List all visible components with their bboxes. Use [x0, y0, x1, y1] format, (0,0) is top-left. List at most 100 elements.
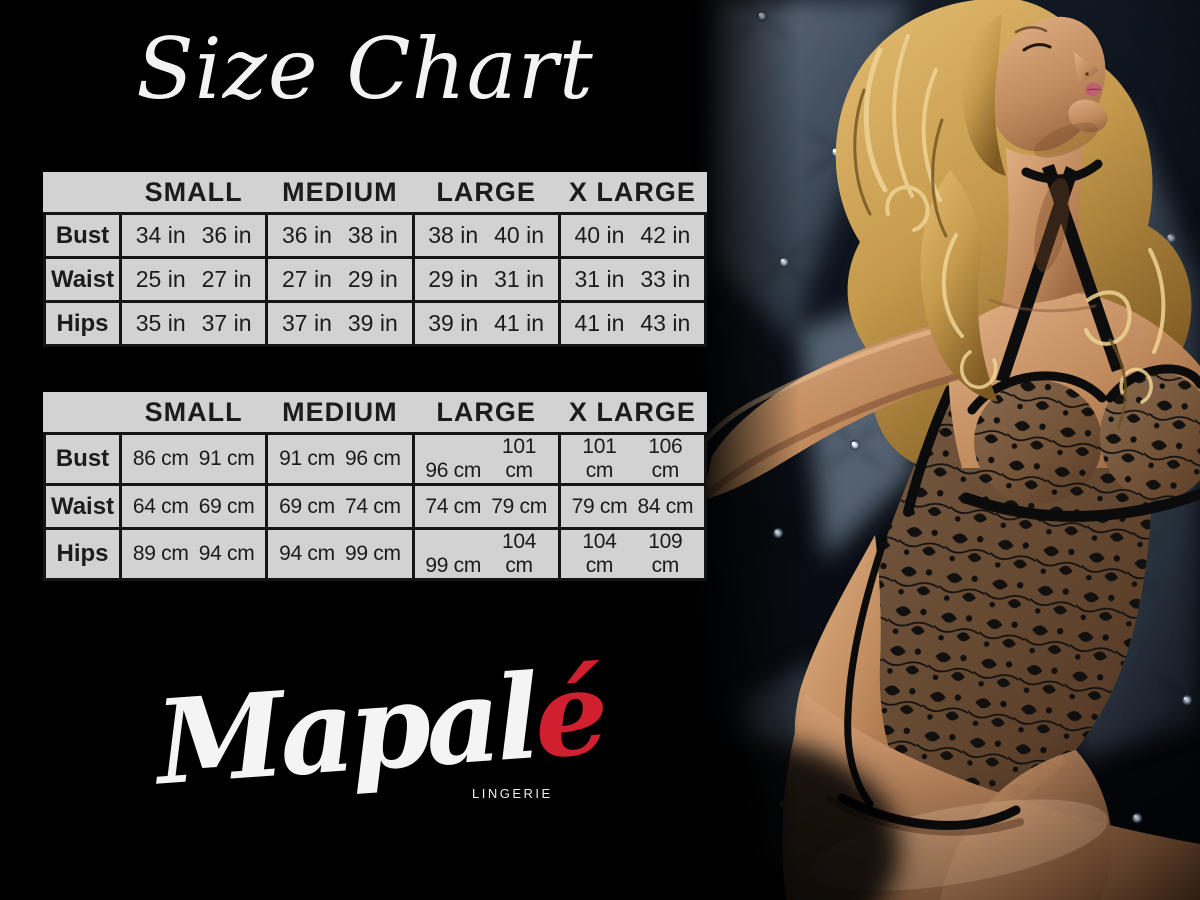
- size-range-cell: 36 in 38 in: [265, 212, 415, 259]
- size-value: 29 in: [428, 266, 479, 292]
- size-table-head: SMALL MEDIUM LARGE X LARGE: [44, 172, 706, 215]
- size-value: 69 cm: [198, 494, 255, 518]
- size-value: 109 cm: [648, 530, 683, 577]
- size-value: 33 in: [640, 266, 691, 292]
- size-value: 43 in: [640, 310, 691, 336]
- measurement-label: Bust: [43, 432, 122, 486]
- size-value: 79 cm: [571, 494, 628, 518]
- size-range-cell: 39 in 41 in: [411, 300, 561, 347]
- size-range-cell: 34 in 36 in: [118, 212, 269, 259]
- size-range-cell: 69 cm 74 cm: [265, 483, 415, 530]
- measurement-label: Hips: [43, 527, 122, 581]
- size-range-cell: 99 cm 104 cm: [411, 527, 561, 581]
- size-value: 106 cm: [648, 435, 683, 482]
- size-value: 104 cm: [502, 530, 537, 577]
- size-range-cell: 31 in 33 in: [557, 256, 708, 303]
- size-value: 29 in: [347, 266, 398, 292]
- size-value: 38 in: [347, 222, 398, 248]
- size-value: 84 cm: [637, 494, 694, 518]
- measurement-label: Waist: [43, 256, 122, 303]
- size-range-cell: 27 in 29 in: [265, 256, 415, 303]
- size-value: 96 cm: [344, 447, 401, 470]
- size-value: 38 in: [428, 222, 479, 248]
- size-value: 27 in: [201, 266, 252, 292]
- size-value: 74 cm: [344, 494, 401, 518]
- size-column-header: X LARGE: [559, 392, 706, 435]
- size-value: 69 cm: [279, 494, 335, 518]
- size-value: 40 in: [574, 222, 625, 248]
- size-value: 101 cm: [582, 435, 617, 482]
- size-column-header: LARGE: [413, 392, 560, 435]
- size-value: 91 cm: [198, 447, 255, 470]
- size-table-corner-cell: [44, 172, 121, 215]
- size-column-header: SMALL: [120, 392, 267, 435]
- size-value: 64 cm: [132, 494, 189, 518]
- size-range-cell: 96 cm 101 cm: [411, 432, 561, 486]
- size-table-body: Bust 86 cm 91 cm 91 cm 96 cm 96 cm101 cm 101 c…: [43, 432, 708, 581]
- brand-logo-accent-letter: é: [529, 644, 608, 786]
- size-value: 74 cm: [425, 494, 482, 518]
- model-photo-illustration: [650, 0, 1200, 900]
- size-chart-table-centimeters: SMALL MEDIUM LARGE X LARGE Bust 86 cm 91 cm 91 …: [43, 392, 708, 581]
- size-column-header: X LARGE: [559, 172, 706, 215]
- measurement-label: Bust: [43, 212, 122, 259]
- size-value: 40 in: [494, 222, 544, 248]
- brand-logo: Mapalé LINGERIE: [150, 645, 620, 847]
- size-range-cell: 64 cm 69 cm: [118, 483, 269, 530]
- size-range-cell: 101 cm 106 cm: [557, 432, 708, 486]
- size-value: 91 cm: [279, 447, 335, 470]
- size-table-row: Bust 86 cm 91 cm 91 cm 96 cm 96 cm101 cm 101 c…: [43, 432, 708, 486]
- size-value: 27 in: [281, 266, 332, 292]
- size-table-row: Waist 25 in 27 in 27 in 29 in 29 in 31 in 31 in…: [43, 256, 708, 303]
- photo-vignette: [650, 0, 1200, 900]
- size-column-header: MEDIUM: [266, 172, 413, 215]
- size-table-row: Bust 34 in 36 in 36 in 38 in 38 in 40 in 40 in 4…: [43, 212, 708, 259]
- size-range-cell: 37 in 39 in: [265, 300, 415, 347]
- size-value: 25 in: [135, 266, 186, 292]
- size-table-body: Bust 34 in 36 in 36 in 38 in 38 in 40 in 40 in 4…: [43, 212, 708, 347]
- size-value: 41 in: [494, 310, 544, 336]
- size-column-header: SMALL: [120, 172, 267, 215]
- size-chart-table-inches: SMALL MEDIUM LARGE X LARGE Bust 34 in 36 in 36 …: [43, 172, 708, 347]
- size-value: 36 in: [281, 222, 332, 248]
- model-photo: [650, 0, 1200, 900]
- size-table-row: Hips 89 cm 94 cm 94 cm 99 cm 99 cm104 cm 104 c…: [43, 527, 708, 581]
- size-value: 37 in: [281, 310, 332, 336]
- size-value: 104 cm: [582, 530, 617, 577]
- size-value: 41 in: [574, 310, 625, 336]
- size-range-cell: 89 cm 94 cm: [118, 527, 269, 581]
- size-range-cell: 86 cm 91 cm: [118, 432, 269, 486]
- size-range-cell: 91 cm 96 cm: [265, 432, 415, 486]
- size-value: 39 in: [428, 310, 479, 336]
- size-range-cell: 74 cm 79 cm: [411, 483, 561, 530]
- brand-tagline: LINGERIE: [472, 786, 553, 801]
- size-value: 31 in: [494, 266, 544, 292]
- size-range-cell: 40 in 42 in: [557, 212, 708, 259]
- size-value: 99 cm: [344, 542, 401, 565]
- size-value: 94 cm: [198, 542, 255, 565]
- measurement-label: Waist: [43, 483, 122, 530]
- size-table-row: Waist 64 cm 69 cm 69 cm 74 cm 74 cm 79 cm 79 cm…: [43, 483, 708, 530]
- size-column-header: MEDIUM: [266, 392, 413, 435]
- size-value: 31 in: [574, 266, 625, 292]
- size-value: 37 in: [201, 310, 252, 336]
- size-table-row: Hips 35 in 37 in 37 in 39 in 39 in 41 in 41 in 4…: [43, 300, 708, 347]
- size-range-cell: 25 in 27 in: [118, 256, 269, 303]
- size-value: 99 cm: [425, 554, 482, 577]
- size-table-head: SMALL MEDIUM LARGE X LARGE: [44, 392, 706, 435]
- size-value: 35 in: [135, 310, 186, 336]
- size-value: 89 cm: [132, 542, 189, 565]
- size-value: 101 cm: [502, 435, 537, 482]
- size-table-header-row: SMALL MEDIUM LARGE X LARGE: [44, 172, 706, 215]
- size-value: 94 cm: [279, 542, 335, 565]
- size-range-cell: 29 in 31 in: [411, 256, 561, 303]
- size-range-cell: 79 cm 84 cm: [557, 483, 708, 530]
- size-table-corner-cell: [44, 392, 121, 435]
- size-value: 79 cm: [491, 494, 547, 518]
- size-value: 96 cm: [425, 459, 482, 482]
- size-column-header: LARGE: [413, 172, 560, 215]
- size-range-cell: 38 in 40 in: [411, 212, 561, 259]
- size-range-cell: 104 cm 109 cm: [557, 527, 708, 581]
- size-value: 36 in: [201, 222, 252, 248]
